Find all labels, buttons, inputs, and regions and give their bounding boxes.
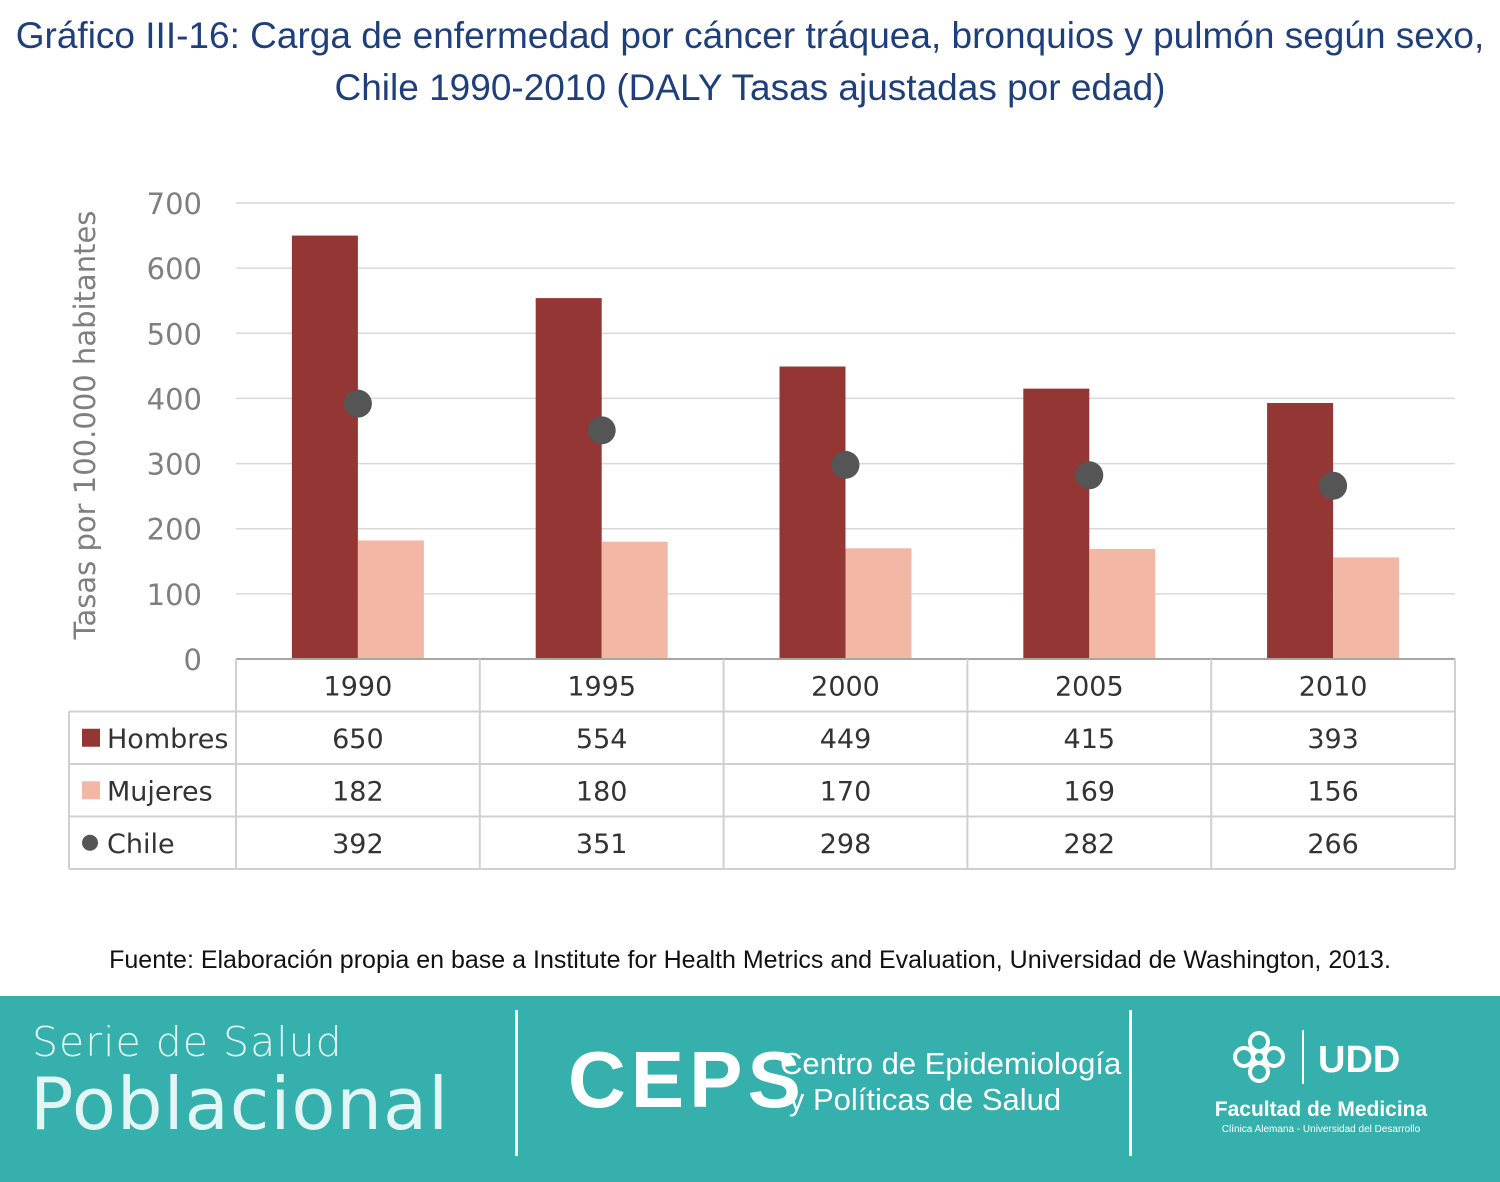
category-label: 2005: [1055, 671, 1124, 702]
y-tick-label: 300: [147, 448, 202, 482]
chart-title-line-1: Gráfico III-16: Carga de enfermedad por …: [15, 15, 1485, 56]
legend-label-chile: Chile: [107, 829, 175, 860]
category-label: 1990: [324, 671, 393, 702]
data-label-chile: 298: [820, 829, 872, 860]
legend-label-hombres: Hombres: [107, 724, 228, 755]
data-label-mujeres: 180: [576, 776, 628, 807]
data-label-chile: 351: [576, 829, 628, 860]
data-label-mujeres: 182: [332, 776, 384, 807]
bar-hombres: [535, 298, 602, 659]
legend-swatch-mujeres: [82, 781, 100, 800]
bar-hombres: [1023, 388, 1090, 659]
y-axis-label: Tasas por 100.000 habitantes: [68, 211, 102, 641]
legend-swatch-hombres: [82, 728, 100, 747]
data-label-mujeres: 170: [820, 776, 872, 807]
y-tick-label: 700: [147, 187, 202, 221]
data-label-mujeres: 156: [1307, 776, 1359, 807]
ceps-subtitle: Centro de Epidemiología y Políticas de S…: [780, 1046, 1122, 1118]
marker-chile: [587, 416, 616, 445]
ceps-logo: CEPS: [568, 1035, 806, 1124]
bar-mujeres: [1089, 548, 1156, 659]
chart: Tasas por 100.000 habitantes 0 100 200 300 4…: [68, 187, 1456, 870]
marker-chile: [1075, 461, 1104, 490]
chart-title-line-2: Chile 1990-2010 (DALY Tasas ajustadas po…: [334, 67, 1166, 108]
data-label-chile: 282: [1064, 829, 1116, 860]
data-label-chile: 266: [1307, 829, 1359, 860]
markers: [343, 389, 1348, 500]
y-tick-label: 100: [147, 578, 202, 612]
footer-divider-1: [515, 1010, 518, 1156]
y-tick-label: 0: [184, 643, 202, 677]
data-label-mujeres: 169: [1064, 776, 1116, 807]
y-tick-label: 200: [147, 513, 202, 547]
marker-chile: [343, 389, 372, 418]
udd-logo-icon: UDD: [1233, 1030, 1400, 1084]
udd-logo-text: UDD: [1318, 1039, 1400, 1081]
series-name-line-2: Poblacional: [30, 1062, 450, 1146]
series-name-line-1: Serie de Salud: [32, 1018, 343, 1066]
ceps-subtitle-line-2: y Políticas de Salud: [788, 1082, 1062, 1117]
legend-label-mujeres: Mujeres: [107, 776, 213, 807]
legend-marker-chile: [82, 834, 98, 851]
bar-mujeres: [845, 548, 912, 659]
y-tick-label: 500: [147, 317, 202, 351]
marker-chile: [831, 450, 860, 479]
marker-chile: [1319, 471, 1348, 500]
ceps-subtitle-line-1: Centro de Epidemiología: [780, 1046, 1122, 1081]
data-label-hombres: 393: [1307, 724, 1359, 755]
y-tick-label: 400: [147, 382, 202, 416]
footer-banner: Serie de Salud Poblacional CEPS Centro d…: [0, 996, 1500, 1182]
data-label-hombres: 449: [820, 724, 872, 755]
bar-hombres: [1267, 402, 1334, 659]
data-label-hombres: 415: [1064, 724, 1116, 755]
bar-hombres: [291, 235, 358, 660]
bars: [291, 235, 1400, 660]
bar-hombres: [779, 366, 846, 659]
category-label: 1995: [567, 671, 636, 702]
chart-title: Gráfico III-16: Carga de enfermedad por …: [0, 10, 1500, 114]
y-axis-ticks: 0 100 200 300 400 500 600 700: [147, 187, 202, 677]
bar-mujeres: [357, 540, 424, 659]
bar-mujeres: [601, 541, 668, 659]
category-label: 2010: [1299, 671, 1368, 702]
faculty-name: Facultad de Medicina: [1214, 1098, 1428, 1121]
bar-mujeres: [1333, 557, 1400, 659]
category-label: 2000: [811, 671, 880, 702]
faculty-subtitle: Clínica Alemana - Universidad del Desarr…: [1221, 1124, 1421, 1135]
data-label-chile: 392: [332, 829, 384, 860]
y-tick-label: 600: [147, 252, 202, 286]
data-label-hombres: 554: [576, 724, 628, 755]
data-table: 1990 1995 2000 2005 2010 Hombres 650 554 449 415 3…: [68, 658, 1456, 870]
source-note: Fuente: Elaboración propia en base a Ins…: [109, 946, 1391, 974]
data-label-hombres: 650: [332, 724, 384, 755]
footer-divider-2: [1129, 1010, 1132, 1156]
